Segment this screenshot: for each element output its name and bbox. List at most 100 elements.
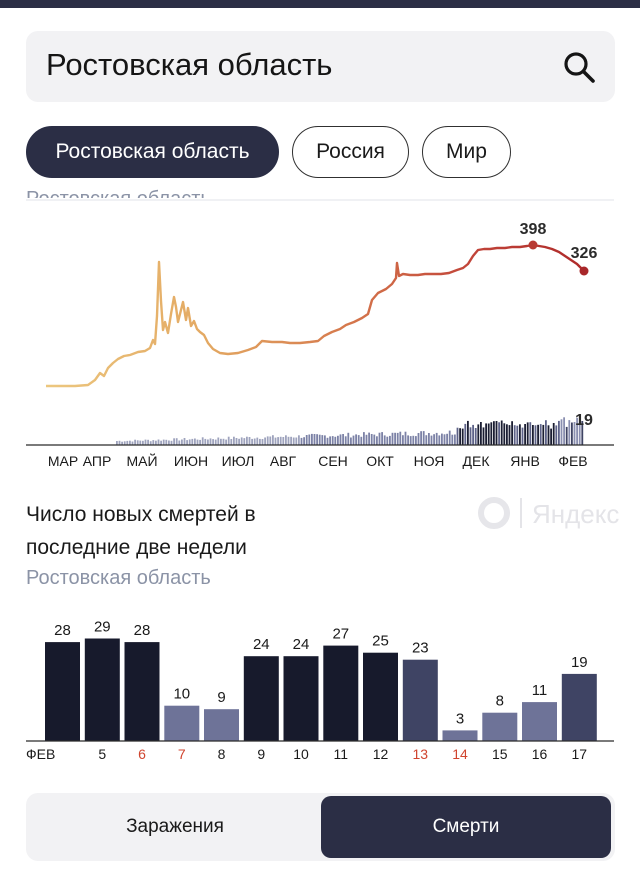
- mini-death-bar: [287, 436, 290, 445]
- deaths-bar: [124, 642, 160, 741]
- mini-death-bar: [498, 422, 500, 445]
- mini-death-bar: [526, 422, 529, 445]
- chart-region-label-clipped: Ростовская область: [26, 182, 211, 198]
- mini-death-bar: [155, 440, 157, 445]
- mini-death-bar: [321, 435, 324, 445]
- chip-russia[interactable]: Россия: [292, 126, 409, 178]
- deaths-bar-value-label: 27: [332, 626, 349, 643]
- toggle-infections-button[interactable]: Заражения: [126, 816, 224, 837]
- mini-death-bar: [477, 424, 480, 445]
- mini-death-bar: [508, 425, 511, 445]
- yandex-watermark-logo: Яндекс: [478, 495, 619, 533]
- mini-death-bar: [521, 427, 524, 445]
- deaths-bar-value-label: 24: [253, 636, 270, 653]
- mini-death-bar: [178, 440, 181, 445]
- mini-death-bar: [149, 441, 152, 445]
- deaths-x-tick-label: 12: [373, 746, 389, 762]
- mini-death-bar: [191, 438, 194, 445]
- mini-death-bar: [253, 438, 256, 445]
- mini-death-bar: [474, 428, 477, 445]
- search-icon[interactable]: [561, 49, 597, 85]
- mini-death-bar: [326, 437, 329, 445]
- mini-death-bar: [495, 421, 498, 445]
- deaths-x-tick-label: 13: [413, 746, 429, 762]
- yandex-watermark-text: Яндекс: [532, 499, 620, 529]
- cases-trend-chart: 398 326 19 МАР АПР МАЙ ИЮН ИЮЛ АВГ СЕН О…: [26, 199, 614, 469]
- mini-death-bar: [420, 431, 422, 445]
- deaths-x-tick-label: 17: [572, 746, 588, 762]
- deaths-bar: [323, 645, 359, 741]
- deaths-bar-value-label: 3: [456, 710, 464, 727]
- mini-death-bar: [524, 424, 526, 445]
- deaths-bar: [482, 712, 518, 741]
- month-tick-aug: АВГ: [270, 453, 297, 469]
- mini-death-bar: [355, 434, 357, 445]
- mini-death-bar: [480, 422, 482, 445]
- month-tick-mar: МАР: [48, 453, 78, 469]
- mini-death-bar: [542, 424, 545, 445]
- search-input[interactable]: Ростовская область: [46, 47, 333, 82]
- deaths-x-tick-label: 5: [98, 746, 106, 762]
- mini-death-bar: [165, 439, 168, 445]
- mini-death-bar: [513, 425, 516, 445]
- month-tick-jun: ИЮН: [174, 453, 208, 469]
- deaths-x-tick-label: ФЕВ: [26, 746, 55, 762]
- mini-death-bar: [285, 435, 287, 445]
- mini-death-bar: [565, 426, 568, 445]
- mini-death-bar: [217, 437, 220, 445]
- deaths-bar-value-label: 10: [173, 686, 190, 703]
- chip-rostov-region[interactable]: Ростовская область: [26, 126, 279, 178]
- mini-death-bar: [272, 435, 274, 445]
- mini-death-bar: [152, 440, 155, 445]
- mini-death-bar: [357, 435, 360, 445]
- mini-death-bar: [126, 440, 129, 445]
- mini-death-bar: [246, 436, 248, 445]
- mini-death-bar: [391, 432, 394, 445]
- mini-death-bar: [368, 432, 370, 445]
- mini-death-bar: [493, 421, 495, 445]
- mini-death-bar: [547, 425, 550, 445]
- mini-death-bar: [404, 431, 407, 445]
- mini-death-bar: [339, 434, 342, 445]
- mini-death-bar: [545, 420, 547, 445]
- toggle-deaths-button[interactable]: Смерти: [321, 796, 611, 858]
- mini-death-bar: [456, 427, 459, 445]
- mini-death-bar: [467, 420, 469, 445]
- deaths-bar: [402, 659, 438, 741]
- mini-death-bar: [305, 435, 308, 445]
- mini-death-bar: [225, 439, 227, 445]
- mini-death-bar: [560, 419, 563, 445]
- mini-death-bar: [537, 424, 539, 445]
- deaths-x-tick-label: 9: [257, 746, 265, 762]
- mini-death-bar: [194, 438, 196, 445]
- mini-death-bar: [118, 440, 121, 445]
- mini-death-bar: [506, 424, 508, 445]
- mini-death-bar: [233, 436, 235, 445]
- mini-death-bar: [425, 435, 428, 445]
- deaths-bar-chart: 28 29 28 10 9 24 24 27 25 23 3 8 11 19 ФЕВ 5 6 7 8 9 10 11 12…: [26, 619, 614, 762]
- mini-death-bar: [415, 436, 417, 445]
- mini-death-bar: [256, 437, 259, 445]
- mini-death-bar: [461, 428, 464, 445]
- mini-death-bar: [313, 434, 316, 445]
- deaths-bar: [45, 642, 80, 741]
- mini-death-bar: [204, 438, 207, 445]
- mini-death-bar: [123, 441, 126, 445]
- mini-death-bar: [188, 439, 191, 445]
- chip-world[interactable]: Мир: [422, 126, 511, 178]
- mini-death-bar: [550, 428, 552, 445]
- mini-death-bar: [578, 423, 581, 445]
- mini-death-bar: [308, 434, 311, 445]
- mini-death-bar: [363, 432, 365, 445]
- mini-death-bar: [157, 439, 160, 445]
- mini-death-bar: [539, 424, 542, 445]
- mini-death-bar: [581, 421, 584, 445]
- mini-death-bar: [201, 437, 204, 445]
- region-search-field[interactable]: Ростовская область: [26, 31, 615, 102]
- mini-death-bar: [373, 434, 376, 445]
- mini-death-bar: [209, 438, 212, 445]
- mini-death-bar: [311, 433, 313, 445]
- mini-death-bar: [464, 423, 467, 445]
- mini-death-bar: [381, 432, 383, 445]
- mini-death-bar: [519, 424, 521, 445]
